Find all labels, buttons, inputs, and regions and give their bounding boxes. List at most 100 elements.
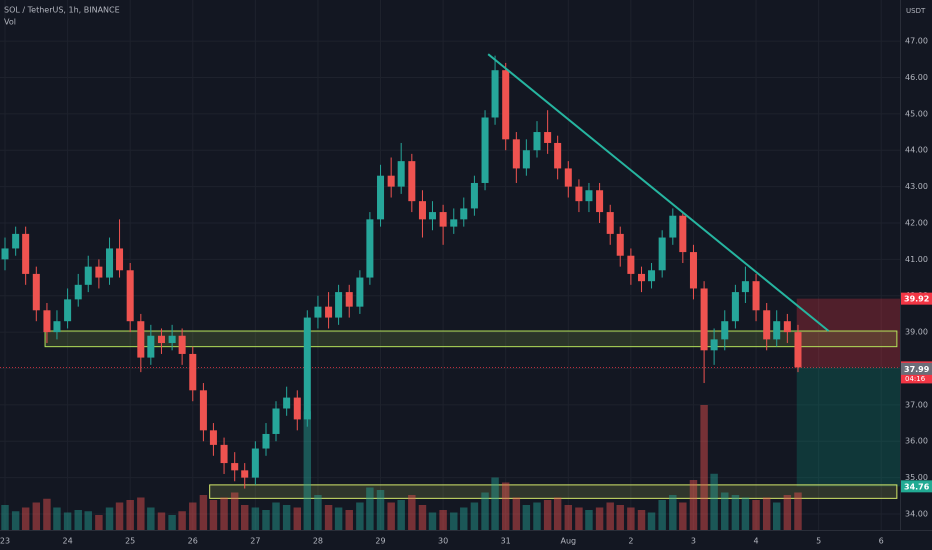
candle-body [700, 288, 708, 351]
volume-bar [522, 505, 531, 530]
volume-bar [293, 507, 302, 530]
volume-bar [157, 512, 166, 530]
candle-body [752, 281, 760, 311]
candle-body [544, 132, 552, 143]
volume-bar [345, 510, 353, 530]
volume-bar [366, 487, 374, 530]
volume-bar [397, 500, 405, 530]
candle-body [106, 248, 114, 278]
candle-body [1, 248, 9, 260]
volume-bar [272, 502, 280, 530]
candle-body [397, 161, 405, 187]
volume-bar [126, 500, 134, 530]
volume-bar [324, 505, 333, 530]
candle-body [283, 397, 291, 409]
volume-bar [658, 500, 666, 530]
candle-body [418, 201, 426, 220]
volume-bar [627, 507, 635, 530]
volume-bar [752, 500, 760, 530]
candle-body [439, 212, 447, 227]
chart-title: SOL / TetherUS, 1h, BINANCE [4, 6, 120, 15]
candle-body [199, 390, 207, 431]
candle-body [43, 310, 51, 333]
volume-bar [564, 505, 573, 530]
candle-body [95, 266, 103, 278]
candle-body [533, 132, 541, 151]
volume-bar [11, 511, 20, 530]
candle-body [460, 208, 468, 220]
volume-bar [731, 495, 740, 530]
volume-bar [408, 495, 416, 530]
x-tick-label: 4 [754, 537, 759, 546]
volume-bar [303, 411, 312, 530]
volume-bar [21, 507, 30, 530]
price-tag [901, 292, 932, 305]
candle-body [575, 186, 583, 202]
volume-bar [428, 512, 437, 530]
candle-body [710, 339, 718, 351]
candle-body [272, 408, 280, 434]
volume-bar [32, 502, 41, 530]
x-tick-label: 29 [375, 537, 385, 546]
volume-bar [491, 477, 499, 530]
countdown-bg [901, 373, 932, 384]
candle-body [22, 233, 30, 274]
candle-body [231, 463, 239, 471]
volume-bar [334, 507, 343, 530]
volume-bar [595, 507, 604, 530]
candle-body [450, 219, 458, 227]
volume-bar [783, 495, 792, 530]
countdown: 04:16 [905, 375, 926, 383]
candle-body [64, 299, 72, 322]
y-tick-label: 41.00 [905, 255, 928, 264]
candle-body [522, 150, 530, 169]
candle-body [721, 321, 729, 340]
candle-body [178, 335, 186, 354]
volume-bar [794, 492, 802, 530]
candle-body [596, 190, 604, 213]
candle-body [220, 444, 228, 464]
volume-bar [512, 497, 521, 530]
volume-bar [376, 490, 385, 530]
candle-body [741, 281, 749, 293]
candle-body [147, 335, 155, 358]
candle-body [554, 142, 562, 169]
candle-body [116, 248, 124, 271]
candle-body [470, 182, 478, 209]
x-tick-label: 6 [879, 537, 884, 546]
y-tick-label: 42.00 [905, 218, 928, 227]
y-tick-label: 46.00 [905, 73, 928, 82]
candle-body [314, 306, 322, 318]
volume-bar [178, 511, 186, 530]
volume-bar [741, 497, 750, 530]
volume-bar [679, 502, 687, 530]
volume-bar [220, 497, 228, 530]
candle-body [658, 237, 666, 271]
candle-body [669, 215, 677, 238]
x-tick-label: 27 [250, 537, 260, 546]
volume-bar [1, 505, 9, 530]
candle-body [356, 277, 364, 307]
volume-bar [647, 512, 656, 530]
price-tag-label: 37.99 [904, 365, 930, 374]
y-tick-label: 47.00 [905, 37, 928, 46]
volume-pane [1, 405, 802, 530]
candle-body [53, 321, 61, 333]
volume-bar [710, 473, 718, 530]
candle-body [241, 470, 249, 478]
candle-body [763, 310, 771, 340]
candle-body [345, 292, 353, 307]
x-tick-label: Aug [560, 537, 576, 546]
y-tick-label: 44.00 [905, 146, 928, 155]
candle-body [627, 255, 635, 274]
candle-body [585, 190, 593, 202]
x-tick-label: 26 [188, 537, 198, 546]
candle-body [502, 70, 510, 140]
volume-bar [105, 507, 114, 530]
candle-body [209, 430, 217, 445]
candle-body [638, 273, 646, 282]
candle-body [189, 353, 197, 391]
candle-body [157, 335, 165, 344]
volume-bar [533, 502, 541, 530]
